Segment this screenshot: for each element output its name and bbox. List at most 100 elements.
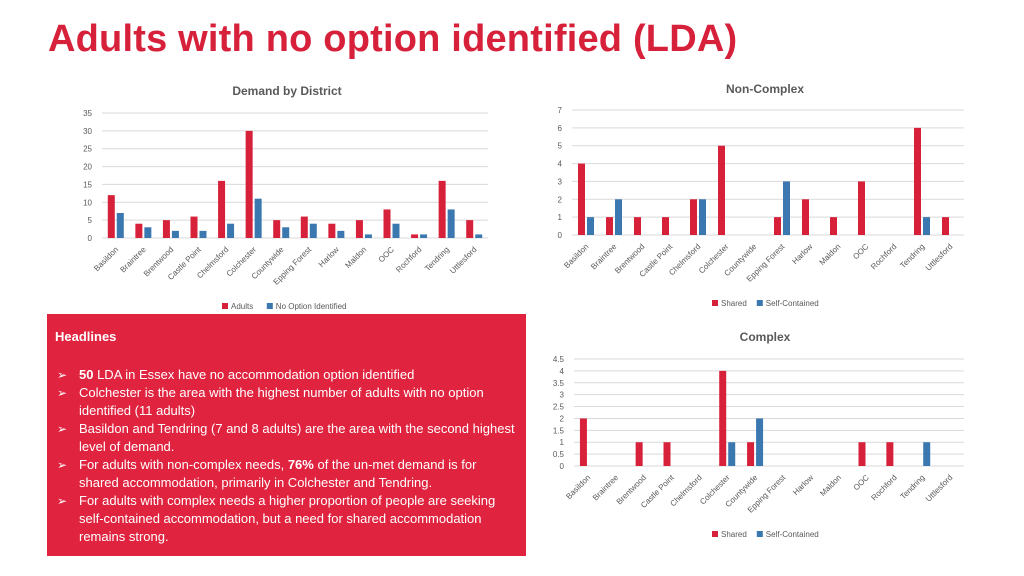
headline-bullet: ➢ For adults with non-complex needs, 76% … — [55, 456, 516, 492]
bar — [227, 223, 235, 238]
bar — [438, 180, 446, 238]
bar — [690, 199, 697, 235]
bar — [411, 234, 419, 238]
demand-by-district-chart: Demand by District 0 5 10 15 20 25 30 35 Basildon… — [83, 84, 488, 311]
y-tick-label: 7 — [558, 106, 563, 115]
headline-text: For adults with non-complex needs, — [79, 457, 288, 472]
bar — [447, 209, 455, 238]
x-tick-label: Basildon — [92, 245, 120, 273]
bar — [756, 418, 764, 466]
y-tick-label: 35 — [83, 109, 92, 118]
x-tick-label: Rochford — [869, 242, 898, 271]
bar — [392, 223, 400, 238]
bar — [802, 199, 809, 235]
arrow-bullet-icon: ➢ — [57, 494, 68, 508]
y-tick-label: 4 — [558, 160, 563, 169]
complex-chart: Complex00.511.522.533.544.5BasildonBrain… — [553, 330, 964, 539]
headline-text: Basildon and Tendring (7 and 8 adults) a… — [79, 421, 515, 454]
bar — [747, 442, 755, 466]
bar — [309, 223, 317, 238]
bar — [587, 217, 594, 235]
bar — [858, 181, 865, 235]
x-tick-label: Basildon — [564, 473, 592, 501]
y-tick-label: 1 — [560, 438, 565, 447]
chart-title: Complex — [740, 330, 791, 344]
x-tick-label: Uttlesford — [924, 242, 955, 273]
bar — [615, 199, 622, 235]
y-tick-label: 15 — [83, 180, 92, 189]
x-tick-label: Harlow — [317, 245, 341, 269]
bar — [923, 217, 930, 235]
bar — [282, 227, 290, 238]
bar — [300, 216, 308, 238]
x-tick-label: Maldon — [817, 242, 842, 267]
bar — [830, 217, 837, 235]
y-tick-label: 25 — [83, 145, 92, 154]
y-tick-label: 0 — [88, 234, 93, 243]
x-tick-label: Harlow — [790, 242, 814, 266]
y-tick-label: 0.5 — [553, 450, 565, 459]
y-tick-label: 10 — [83, 198, 92, 207]
chart-title: Non-Complex — [726, 82, 804, 96]
arrow-bullet-icon: ➢ — [57, 386, 68, 400]
bar — [171, 230, 179, 238]
x-tick-label: Basildon — [562, 242, 590, 270]
y-tick-label: 2 — [560, 414, 565, 423]
headlines-list: ➢ 50 LDA in Essex have no accommodation o… — [55, 366, 516, 546]
headlines-panel: Headlines ➢ 50 LDA in Essex have no accom… — [47, 314, 526, 556]
bar — [718, 145, 725, 235]
headlines-heading: Headlines — [55, 329, 117, 344]
y-tick-label: 4 — [560, 367, 565, 376]
bar — [858, 442, 866, 466]
bar — [942, 217, 949, 235]
bar — [218, 180, 226, 238]
legend-label: Self-Contained — [766, 530, 819, 539]
bar — [199, 230, 207, 238]
x-tick-label: OOC — [377, 245, 396, 264]
x-tick-label: Rochford — [869, 473, 898, 502]
x-tick-label: Maldon — [818, 473, 843, 498]
bar — [144, 227, 152, 238]
y-tick-label: 20 — [83, 163, 92, 172]
y-tick-label: 3.5 — [553, 379, 565, 388]
y-tick-label: 1.5 — [553, 426, 565, 435]
bar — [254, 198, 262, 238]
legend-label: No Option Identified — [276, 302, 347, 311]
arrow-bullet-icon: ➢ — [57, 368, 68, 382]
y-tick-label: 2 — [558, 195, 563, 204]
x-tick-label: Tendring — [898, 242, 926, 270]
legend-swatch — [756, 300, 763, 306]
headline-bullet: ➢ Colchester is the area with the highest… — [55, 384, 516, 420]
legend-label: Adults — [231, 302, 253, 311]
bar — [923, 442, 931, 466]
legend-swatch — [712, 300, 718, 306]
legend-swatch — [756, 531, 763, 537]
bar — [606, 217, 613, 235]
y-tick-label: 5 — [88, 216, 93, 225]
y-tick-label: 3 — [558, 177, 563, 186]
x-tick-label: Rochford — [394, 245, 423, 274]
arrow-bullet-icon: ➢ — [57, 422, 68, 436]
bar — [634, 217, 641, 235]
bar — [337, 230, 345, 238]
y-tick-label: 2.5 — [553, 403, 565, 412]
bar — [728, 442, 736, 466]
bar — [135, 223, 143, 238]
headline-bullet: ➢ Basildon and Tendring (7 and 8 adults) … — [55, 420, 516, 456]
x-tick-label: OOC — [852, 473, 871, 492]
y-tick-label: 1 — [558, 213, 563, 222]
y-tick-label: 6 — [558, 124, 563, 133]
bar — [475, 234, 483, 238]
y-tick-label: 0 — [558, 231, 563, 240]
bar — [328, 223, 336, 238]
headline-bold-percent: 76% — [287, 457, 314, 472]
y-tick-label: 5 — [558, 142, 563, 151]
non-complex-chart: Non-Complex01234567BasildonBraintreeBren… — [558, 82, 964, 308]
bar — [245, 130, 253, 238]
bar — [886, 442, 894, 466]
bar — [774, 217, 781, 235]
bar — [364, 234, 372, 238]
headline-text: Colchester is the area with the highest … — [79, 385, 484, 418]
headline-text-after: of the un-met demand is for shared accom… — [79, 457, 477, 490]
headline-bullet: ➢ For adults with complex needs a higher … — [55, 492, 516, 546]
